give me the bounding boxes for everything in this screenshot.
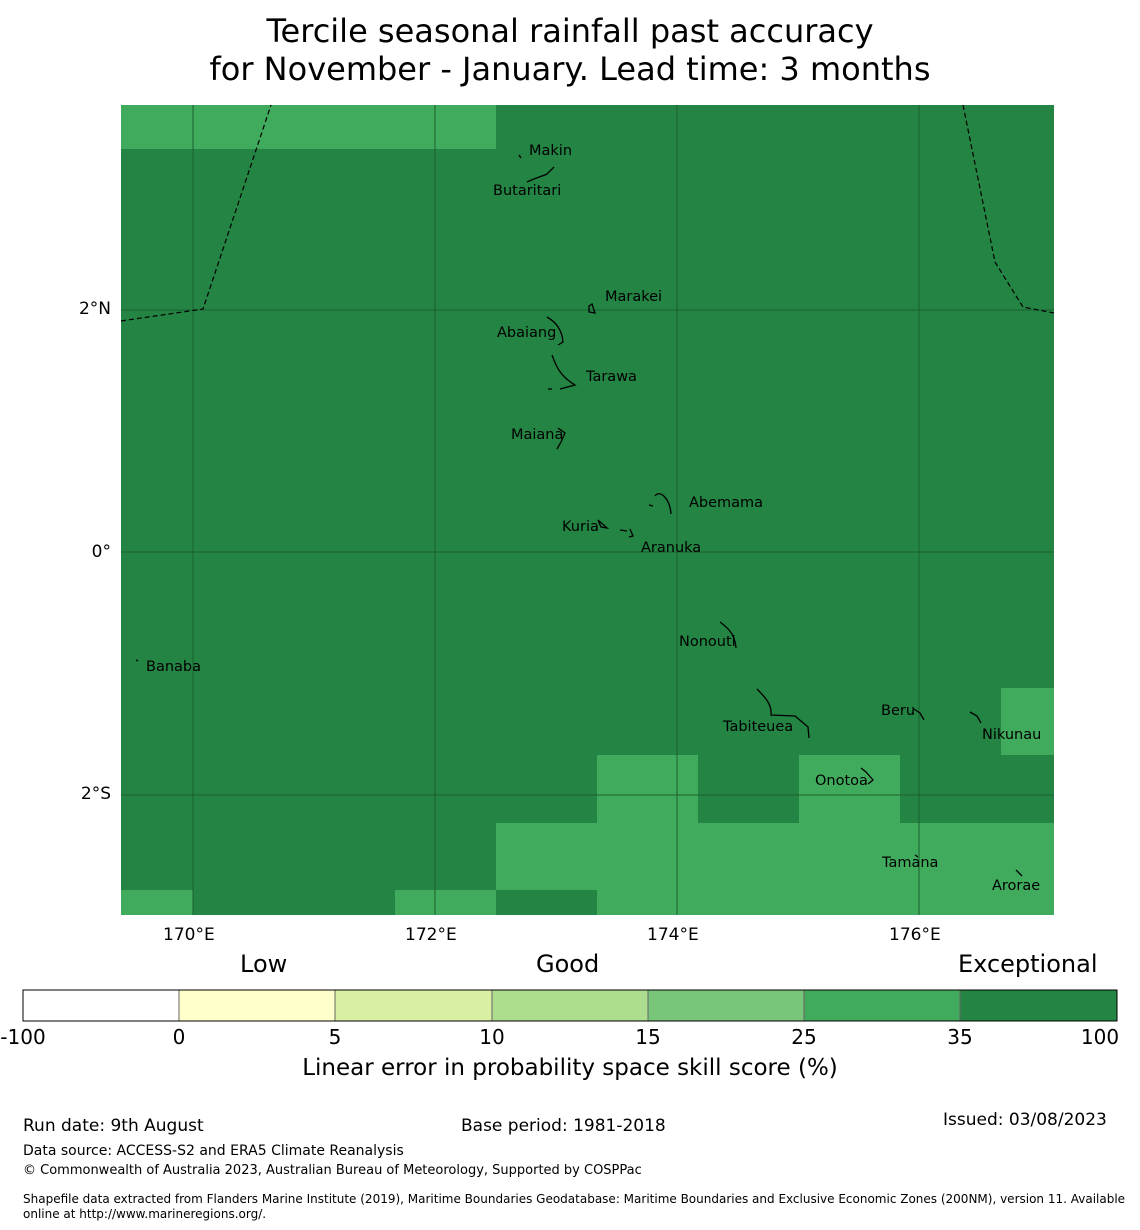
island-label-butaritari: Butaritari bbox=[493, 183, 561, 199]
abaiang-island-outline bbox=[546, 316, 564, 346]
colorbar-segment bbox=[334, 989, 493, 1022]
island-label-tarawa: Tarawa bbox=[585, 369, 637, 385]
colorbar-tick-label: 100 bbox=[1080, 1025, 1120, 1049]
island-label-nonouti: Nonouti bbox=[679, 634, 736, 650]
island-label-kuria: Kuria bbox=[562, 519, 599, 535]
skill-map: Makin Butaritari Marakei Abaiang Tarawa … bbox=[120, 104, 1055, 915]
island-label-abemama: Abemama bbox=[689, 495, 763, 511]
shapefile-credit-line2: online at http://www.marineregions.org/. bbox=[23, 1207, 267, 1221]
colorbar-segment bbox=[647, 989, 805, 1022]
colorbar-tick-label: 35 bbox=[947, 1025, 973, 1049]
island-label-beru: Beru bbox=[881, 703, 915, 719]
kuria-island-outline bbox=[597, 519, 610, 530]
map-title-line2: for November - January. Lead time: 3 mon… bbox=[209, 50, 931, 88]
colorbar-segment bbox=[959, 989, 1118, 1022]
copyright-notice: © Commonwealth of Australia 2023, Austra… bbox=[23, 1163, 642, 1178]
skill-cell bbox=[121, 105, 496, 149]
makin-island-outline bbox=[518, 154, 522, 159]
data-source: Data source: ACCESS-S2 and ERA5 Climate … bbox=[23, 1143, 404, 1159]
colorbar-tick-label: 25 bbox=[791, 1025, 817, 1049]
shapefile-credit-line1: Shapefile data extracted from Flanders M… bbox=[23, 1192, 1126, 1206]
island-label-banaba: Banaba bbox=[146, 659, 201, 675]
island-labels: Makin Butaritari Marakei Abaiang Tarawa … bbox=[146, 143, 1041, 894]
colorbar-category-good: Good bbox=[536, 950, 600, 978]
colorbar-segment bbox=[178, 989, 336, 1022]
colorbar-frame bbox=[22, 989, 1118, 1022]
beru-island-outline bbox=[913, 708, 925, 721]
colorbar-tick-label: 5 bbox=[328, 1025, 342, 1049]
colorbar-segment bbox=[22, 989, 180, 1022]
graticule bbox=[121, 105, 1054, 915]
colorbar-category-low: Low bbox=[240, 950, 288, 978]
abemama-island-outline bbox=[648, 493, 672, 515]
x-tick-label: 172°E bbox=[405, 925, 457, 945]
island-label-tamana: Tamana bbox=[881, 855, 938, 871]
arorae-island-outline bbox=[1015, 869, 1023, 877]
skill-cell bbox=[496, 823, 1054, 890]
colorbar-label: Linear error in probability space skill … bbox=[302, 1055, 838, 1081]
skill-cell bbox=[121, 890, 193, 915]
x-tick-label: 176°E bbox=[889, 925, 941, 945]
island-label-abaiang: Abaiang bbox=[497, 325, 556, 341]
colorbar-tick-label: 15 bbox=[635, 1025, 661, 1049]
skill-cell bbox=[799, 755, 900, 823]
tabiteuea-island-outline bbox=[756, 688, 810, 739]
skill-cell bbox=[597, 755, 698, 823]
colorbar-tick-label: 10 bbox=[479, 1025, 505, 1049]
colorbar-tick-label: -100 bbox=[0, 1025, 46, 1049]
colorbar-tick-label: 0 bbox=[172, 1025, 186, 1049]
marakei-island-outline bbox=[588, 302, 596, 314]
tamana-island-outline bbox=[914, 854, 919, 858]
eez-boundary-line bbox=[120, 104, 272, 322]
island-label-makin: Makin bbox=[529, 143, 572, 159]
island-outlines bbox=[135, 154, 1023, 877]
onotoa-island-outline bbox=[860, 767, 874, 785]
island-label-nikunau: Nikunau bbox=[982, 727, 1041, 743]
island-label-maiana: Maiana bbox=[511, 427, 563, 443]
butaritari-island-outline bbox=[526, 166, 555, 183]
x-tick-label: 170°E bbox=[163, 925, 215, 945]
eez-boundary-line bbox=[962, 104, 1055, 314]
colorbar-segment bbox=[491, 989, 649, 1022]
colorbar bbox=[22, 989, 1118, 1022]
higher-skill-cells bbox=[121, 105, 1054, 915]
tarawa-island-outline bbox=[548, 354, 577, 390]
maiana-island-outline bbox=[556, 427, 566, 450]
island-label-marakei: Marakei bbox=[605, 289, 662, 305]
nonouti-island-outline bbox=[719, 621, 737, 649]
y-tick-label: 0° bbox=[91, 542, 111, 562]
y-tick-label: 2°S bbox=[80, 784, 111, 804]
base-period: Base period: 1981-2018 bbox=[461, 1116, 666, 1136]
run-date: Run date: 9th August bbox=[23, 1116, 204, 1136]
y-tick-label: 2°N bbox=[78, 299, 111, 319]
aranuka-island-outline bbox=[619, 528, 634, 538]
x-tick-label: 174°E bbox=[647, 925, 699, 945]
island-label-aranuka: Aranuka bbox=[641, 540, 701, 556]
map-title-line1: Tercile seasonal rainfall past accuracy bbox=[266, 12, 874, 50]
nikunau-island-outline bbox=[969, 711, 982, 724]
colorbar-segment bbox=[803, 989, 961, 1022]
eez-boundaries bbox=[120, 104, 1055, 322]
skill-cell bbox=[1001, 688, 1054, 755]
colorbar-segments bbox=[22, 989, 1118, 1022]
banaba-island-outline bbox=[135, 659, 139, 662]
skill-cell bbox=[395, 890, 496, 915]
island-label-arorae: Arorae bbox=[992, 878, 1040, 894]
issued-date: Issued: 03/08/2023 bbox=[943, 1110, 1107, 1130]
island-label-tabiteuea: Tabiteuea bbox=[722, 719, 793, 735]
skill-cell bbox=[597, 890, 1054, 915]
map-background bbox=[121, 105, 1054, 915]
island-label-onotoa: Onotoa bbox=[815, 773, 868, 789]
colorbar-category-exceptional: Exceptional bbox=[958, 950, 1098, 978]
